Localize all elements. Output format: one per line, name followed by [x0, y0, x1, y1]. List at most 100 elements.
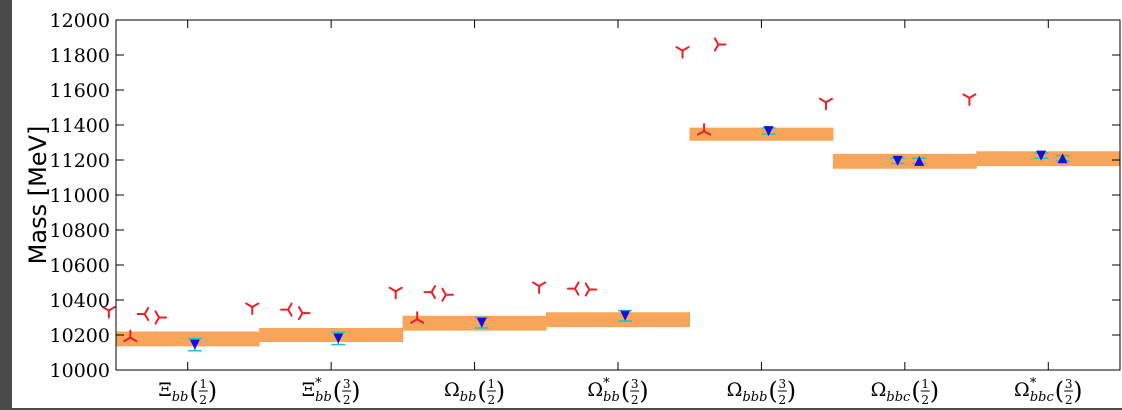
- svg-text:): ): [351, 377, 360, 405]
- svg-text:1: 1: [921, 377, 929, 391]
- band-4: [689, 127, 834, 141]
- blue-marker-1-0: [331, 331, 346, 346]
- y-tick-label-4: 10800: [50, 220, 110, 242]
- red-marker-1-2: [297, 306, 311, 321]
- svg-text:bb: bb: [603, 390, 620, 405]
- mass-chart: 10000 10200 10400 10600 10800 11000 11200 11400…: [24, 10, 1121, 407]
- svg-text:2: 2: [487, 393, 495, 407]
- svg-text:2: 2: [921, 393, 929, 407]
- svg-text:(: (: [189, 377, 198, 405]
- y-tick-label-6: 11200: [50, 150, 110, 172]
- svg-text:1: 1: [199, 377, 207, 391]
- svg-text:bb: bb: [315, 390, 332, 405]
- svg-text:*: *: [315, 376, 322, 391]
- red-marker-4-0: [675, 46, 690, 59]
- axes-layer: 10000 10200 10400 10600 10800 11000 11200 11400…: [50, 10, 1121, 407]
- y-tick-label-0: 10000: [50, 360, 110, 382]
- red-marker-1-1: [280, 302, 293, 317]
- svg-text:2: 2: [631, 393, 639, 407]
- svg-text:): ): [1073, 377, 1082, 405]
- red-marker-2-1: [410, 311, 425, 324]
- svg-text:): ): [787, 377, 796, 405]
- svg-text:(: (: [333, 377, 342, 405]
- y-tick-label-10: 12000: [50, 10, 110, 32]
- blue-marker-6-1: [1055, 153, 1070, 164]
- chart-frame: 10000 10200 10400 10600 10800 11000 11200 11400…: [12, 0, 1122, 408]
- svg-text:): ): [496, 377, 505, 405]
- y-axis-label: Mass [MeV]: [24, 126, 52, 265]
- svg-text:(: (: [1055, 377, 1064, 405]
- blue-marker-0-0: [187, 337, 202, 352]
- red-marker-0-3: [154, 310, 168, 325]
- red-marker-4-1: [696, 123, 712, 136]
- blue-marker-4-0: [761, 126, 776, 137]
- svg-text:Ω: Ω: [727, 379, 743, 401]
- svg-text:): ): [639, 377, 648, 405]
- red-marker-0-0: [101, 306, 116, 319]
- band-0: [115, 331, 260, 347]
- svg-text:*: *: [1030, 376, 1037, 391]
- y-tick-label-3: 10600: [50, 255, 110, 277]
- svg-text:bb: bb: [172, 390, 189, 405]
- svg-text:bbc: bbc: [886, 390, 911, 405]
- svg-text:3: 3: [1065, 377, 1073, 391]
- svg-text:bbc: bbc: [1030, 390, 1055, 405]
- band-5: [832, 153, 977, 169]
- red-marker-3-1: [566, 281, 580, 296]
- red-marker-1-0: [245, 302, 260, 315]
- band-3: [546, 312, 690, 328]
- svg-text:bbb: bbb: [742, 390, 767, 405]
- markers-layer: [101, 37, 1070, 352]
- blue-marker-3-0: [618, 309, 633, 322]
- y-tick-label-7: 11400: [50, 115, 110, 137]
- svg-text:2: 2: [343, 393, 351, 407]
- red-marker-2-2: [423, 285, 437, 300]
- red-marker-5-0: [818, 97, 834, 111]
- red-marker-0-1: [123, 329, 138, 343]
- svg-text:(: (: [768, 377, 777, 405]
- svg-text:): ): [208, 377, 217, 405]
- svg-text:Ξ: Ξ: [158, 379, 171, 401]
- svg-text:Ξ: Ξ: [302, 379, 315, 401]
- blue-marker-2-0: [474, 316, 489, 329]
- svg-text:bb: bb: [460, 390, 477, 405]
- y-tick-label-5: 11000: [50, 185, 110, 207]
- svg-text:2: 2: [778, 393, 786, 407]
- svg-text:(: (: [911, 377, 920, 405]
- svg-text:Ω: Ω: [1014, 379, 1030, 401]
- svg-text:3: 3: [631, 377, 639, 391]
- red-marker-3-2: [584, 282, 598, 297]
- blue-marker-5-0: [890, 155, 905, 166]
- svg-text:Ω: Ω: [587, 379, 603, 401]
- band-1: [259, 328, 404, 342]
- svg-text:Ω: Ω: [444, 379, 460, 401]
- svg-text:2: 2: [199, 393, 207, 407]
- svg-text:*: *: [603, 376, 610, 391]
- y-tick-label-1: 10200: [50, 325, 110, 347]
- svg-text:3: 3: [778, 377, 786, 391]
- bands-layer: [115, 127, 1121, 347]
- red-marker-2-3: [441, 287, 454, 302]
- svg-text:(: (: [621, 377, 630, 405]
- svg-text:3: 3: [343, 377, 351, 391]
- svg-text:(: (: [477, 377, 486, 405]
- red-marker-2-0: [388, 286, 403, 300]
- red-marker-6-0: [962, 93, 977, 106]
- svg-text:1: 1: [487, 377, 495, 391]
- band-2: [402, 315, 547, 331]
- blue-marker-5-1: [912, 155, 927, 166]
- svg-text:2: 2: [1065, 393, 1073, 407]
- red-marker-0-2: [136, 306, 150, 322]
- y-tick-label-9: 11800: [50, 45, 110, 67]
- svg-text:): ): [930, 377, 939, 405]
- band-6: [976, 151, 1121, 167]
- svg-text:Ω: Ω: [871, 379, 887, 401]
- y-tick-label-8: 11600: [50, 80, 110, 102]
